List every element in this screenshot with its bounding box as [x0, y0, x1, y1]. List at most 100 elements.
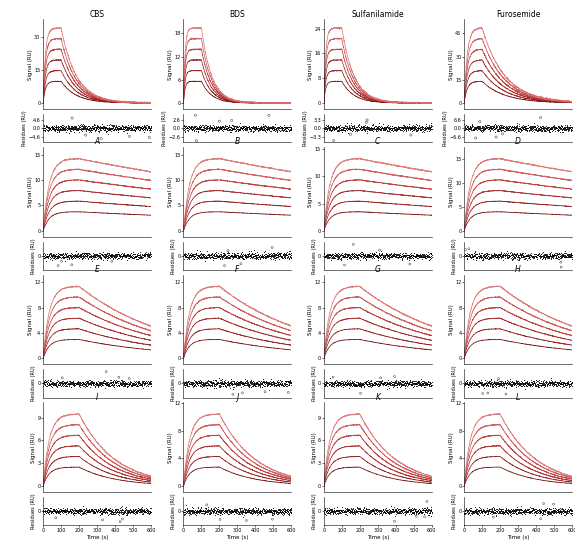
Point	[212, 122, 221, 131]
Point	[400, 505, 409, 514]
Point	[519, 380, 528, 389]
Point	[392, 252, 401, 261]
Point	[341, 507, 350, 516]
Point	[505, 508, 514, 517]
Point	[463, 510, 473, 519]
Point	[145, 251, 154, 260]
Point	[141, 376, 151, 385]
Point	[59, 504, 68, 513]
Point	[283, 506, 292, 515]
Point	[76, 378, 85, 386]
Point	[356, 126, 365, 135]
Point	[364, 125, 373, 134]
Point	[466, 506, 476, 515]
Point	[71, 507, 80, 516]
Point	[557, 128, 566, 137]
Point	[480, 122, 489, 131]
Point	[325, 251, 335, 260]
Point	[224, 381, 233, 390]
Point	[224, 505, 233, 514]
Point	[328, 123, 337, 132]
Point	[79, 125, 89, 133]
Point	[217, 505, 227, 514]
Point	[229, 378, 239, 386]
Point	[551, 123, 560, 132]
Point	[208, 505, 217, 514]
Point	[354, 254, 363, 262]
Point	[392, 380, 401, 389]
Point	[219, 378, 228, 387]
Point	[87, 378, 97, 387]
Point	[522, 124, 531, 133]
Point	[73, 125, 82, 133]
Point	[366, 250, 375, 259]
Point	[485, 505, 494, 514]
Point	[527, 379, 536, 388]
Point	[130, 123, 139, 132]
Point	[115, 251, 124, 260]
Point	[479, 507, 488, 516]
Point	[222, 252, 231, 261]
Point	[273, 122, 282, 131]
Point	[544, 380, 553, 389]
Point	[507, 376, 516, 385]
Point	[97, 382, 106, 391]
Point	[338, 503, 347, 512]
Point	[562, 380, 571, 389]
Point	[279, 251, 289, 260]
Point	[532, 508, 542, 517]
Point	[351, 508, 360, 517]
Point	[225, 254, 234, 262]
Point	[244, 123, 254, 132]
Point	[359, 506, 369, 515]
Point	[45, 377, 55, 386]
Point	[182, 252, 191, 261]
Point	[538, 381, 547, 390]
Point	[116, 123, 125, 132]
Point	[330, 124, 339, 133]
Point	[377, 124, 386, 133]
Point	[121, 122, 131, 131]
Point	[217, 123, 227, 132]
Point	[484, 507, 493, 515]
Point	[41, 506, 50, 515]
Point	[267, 377, 276, 386]
Point	[235, 252, 244, 261]
Point	[198, 507, 207, 515]
Point	[540, 508, 550, 517]
Point	[381, 254, 390, 263]
Point	[65, 378, 74, 387]
Point	[89, 121, 98, 130]
Point	[131, 123, 140, 132]
Point	[526, 381, 535, 390]
Point	[347, 250, 356, 259]
Point	[53, 252, 62, 261]
Point	[374, 252, 383, 261]
Point	[198, 505, 208, 514]
Point	[564, 505, 573, 514]
Point	[342, 376, 351, 385]
Point	[72, 252, 81, 261]
Point	[282, 247, 292, 256]
Point	[325, 251, 334, 260]
Point	[493, 379, 502, 388]
Point	[50, 508, 59, 517]
X-axis label: Time (s): Time (s)	[227, 534, 248, 539]
Point	[264, 377, 274, 386]
Point	[271, 125, 281, 133]
Point	[500, 123, 509, 132]
Point	[72, 378, 82, 387]
Point	[84, 125, 93, 133]
Point	[95, 123, 105, 132]
Point	[336, 122, 346, 131]
Point	[129, 122, 138, 131]
Point	[412, 252, 421, 261]
Point	[518, 248, 527, 257]
Point	[488, 250, 497, 259]
Point	[52, 128, 62, 137]
Point	[508, 125, 517, 134]
Point	[373, 251, 382, 260]
Point	[564, 250, 573, 259]
Point	[252, 125, 262, 133]
Point	[70, 122, 79, 131]
